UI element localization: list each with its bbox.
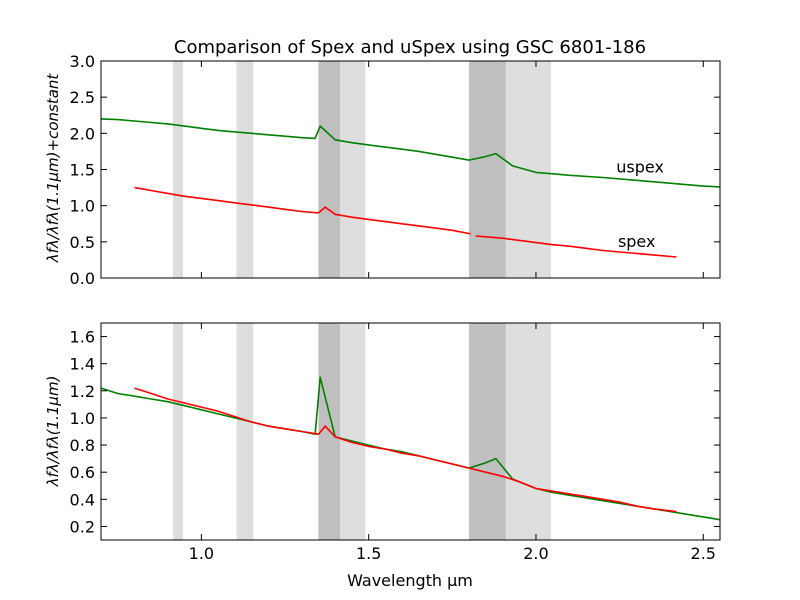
y-tick-label: 1.5 xyxy=(70,161,95,180)
shaded-band xyxy=(340,323,366,540)
series-line-uspex xyxy=(101,376,720,521)
plot-area xyxy=(101,376,720,521)
y-tick-label: 2.5 xyxy=(70,88,95,107)
y-tick-label: 0.2 xyxy=(70,517,95,536)
bottom-panel: 0.2 0.4 0.6 0.8 1.0 1.2 1.4 1.6 1.0 1.5 2.0 2.5 xyxy=(70,322,721,563)
y-tick-label: 1.2 xyxy=(70,382,95,401)
x-tick-label: 1.0 xyxy=(189,544,214,563)
plot-area xyxy=(101,118,720,258)
series-line-spex xyxy=(134,387,677,513)
shaded-band xyxy=(469,323,506,540)
shaded-band xyxy=(172,323,183,540)
y-tick-label: 1.6 xyxy=(70,328,95,347)
axes-frame xyxy=(100,322,721,541)
top-panel: uspex spex 0.0 0.5 1.0 1.5 2.0 2.5 3.0 xyxy=(70,52,721,288)
y-tick-label: 1.4 xyxy=(70,355,95,374)
x-tick-label: 2.0 xyxy=(523,544,548,563)
bottom-y-axis-label: λfλ/λfλ(1.1μm) xyxy=(44,376,62,488)
chart-title: Comparison of Spex and uSpex using GSC 6… xyxy=(174,37,646,58)
y-tick-label: 0.8 xyxy=(70,436,95,455)
y-tick-label: 1.0 xyxy=(70,197,95,216)
series-annotation: spex xyxy=(618,232,656,251)
y-tick-label: 0.4 xyxy=(70,490,95,509)
series-annotation: uspex xyxy=(616,157,664,176)
x-axis-label: Wavelength μm xyxy=(347,571,473,590)
x-tick-label: 2.5 xyxy=(691,544,716,563)
shaded-band xyxy=(236,61,254,278)
shaded-band xyxy=(469,61,506,278)
y-tick-label: 0.5 xyxy=(70,233,95,252)
shaded-band xyxy=(236,323,254,540)
series-line-uspex xyxy=(101,118,720,188)
shaded-band xyxy=(505,323,552,540)
y-tick-label: 0.0 xyxy=(70,269,95,288)
y-tick-label: 3.0 xyxy=(70,52,95,71)
shaded-band xyxy=(340,61,366,278)
y-tick-label: 0.6 xyxy=(70,463,95,482)
x-tick-label: 1.5 xyxy=(356,544,381,563)
series-line-spex xyxy=(134,186,677,258)
y-tick-label: 2.0 xyxy=(70,124,95,143)
y-tick-label: 1.0 xyxy=(70,409,95,428)
top-y-axis-label: λfλ/λfλ(1.1μm)+constant xyxy=(44,73,62,264)
shaded-band xyxy=(172,61,183,278)
shaded-band xyxy=(318,61,341,278)
